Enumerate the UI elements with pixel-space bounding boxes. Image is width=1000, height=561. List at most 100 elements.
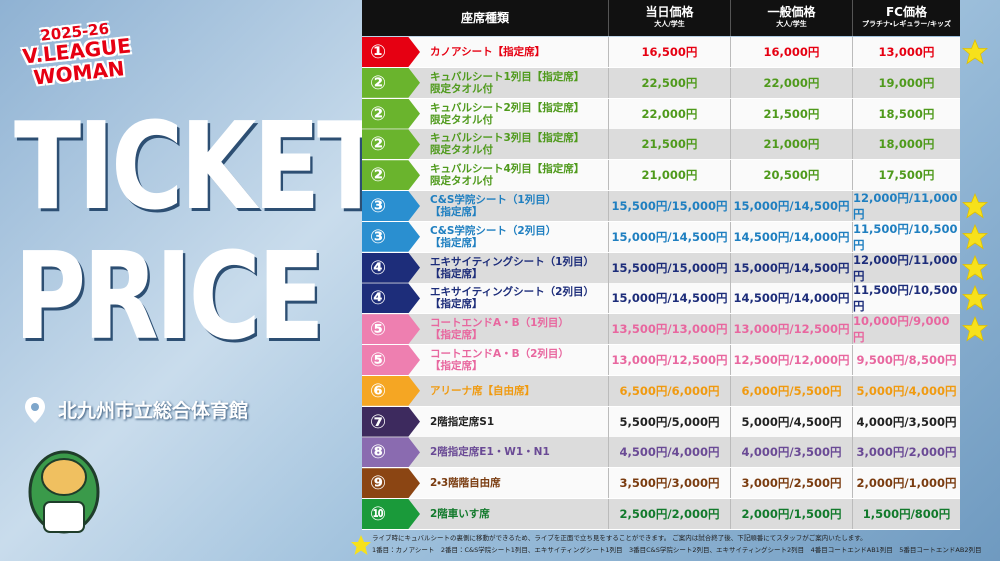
seat-name-line: 【指定席】 <box>430 298 483 311</box>
seat-name: アリーナ席【自由席】 <box>430 376 535 406</box>
seat-name: C&S学院シート（1列目） 【指定席】 <box>430 191 556 221</box>
star <box>962 254 988 281</box>
seat-name: コートエンドA・B（1列目） 【指定席】 <box>430 314 569 344</box>
header-price: FC価格 プラチナ・レギュラー/キッズ <box>852 0 960 36</box>
price: 4,000円/3,500円 <box>730 437 852 468</box>
price: 13,000円/12,500円 <box>608 345 730 375</box>
seat-name: キュバルシート2列目【指定席】 限定タオル付 <box>430 99 584 129</box>
table-row: ④ エキサイティングシート（2列目） 【指定席】 15,000円/14,500円 14,… <box>362 283 960 315</box>
star <box>962 285 988 311</box>
seat-name: 2階車いす席 <box>430 499 490 529</box>
title-line: PRICE <box>14 228 325 367</box>
table-row: ⑤ コートエンドA・B（1列目） 【指定席】 13,500円/13,000円 13,00… <box>362 314 960 346</box>
price: 4,000円/3,500円 <box>852 406 960 437</box>
seat-name-line: 【指定席】 <box>430 267 483 280</box>
price: 13,000円/12,500円 <box>730 314 852 345</box>
price: 13,500円/13,000円 <box>608 314 730 345</box>
note: 1番目：カノアシート 2番目：C&S学院シート1列目、エキサイティングシート1列… <box>372 546 982 554</box>
seat-name-line: 限定タオル付 <box>430 175 493 188</box>
price: 18,500円 <box>852 98 960 129</box>
header-label: 一般価格 <box>767 5 816 19</box>
price: 16,500円 <box>608 37 730 67</box>
seat-name-line: カノアシート【指定席】 <box>430 46 546 58</box>
seat-name-line: キュバルシート4列目【指定席】 <box>430 163 585 176</box>
price: 15,000円/14,500円 <box>730 252 852 283</box>
table-row: ⑦ 2階指定席S1 5,500円/5,000円 5,000円/4,500円 4,000円… <box>362 406 960 438</box>
row-number: ⑤ <box>362 345 420 375</box>
seat-name-line: C&S学院シート（1列目） <box>430 194 557 206</box>
seat-name: 2階指定席E1・W1・N1 <box>430 437 550 467</box>
header-sub: 大人/学生 <box>654 20 685 28</box>
league-badge: 2025-26 V.LEAGUE WOMAN <box>19 18 135 90</box>
seat-name-line: コートエンドA・B（1列目） <box>430 317 569 330</box>
price: 18,000円 <box>852 129 960 160</box>
mascot <box>28 450 100 534</box>
star <box>962 223 988 250</box>
price: 17,500円 <box>852 160 960 191</box>
notes: ライブ時にキュバルシートの裏側に移動ができるため、ライブを正面で立ち見をすること… <box>372 532 997 556</box>
price: 12,500円/12,000円 <box>730 345 852 375</box>
price: 22,500円 <box>608 67 730 98</box>
row-number: ⑥ <box>362 375 420 406</box>
price: 2,000円/1,500円 <box>730 499 852 529</box>
row-number: ⑧ <box>362 437 420 468</box>
header-seat: 座席種類 <box>362 0 608 36</box>
price: 5,000円/4,000円 <box>852 375 960 406</box>
row-number: ⑩ <box>362 499 420 529</box>
seat-name: キュバルシート4列目【指定席】 限定タオル付 <box>430 160 584 190</box>
seat-name-line: キュバルシート3列目【指定席】 <box>430 132 585 145</box>
price: 10,000円/9,000円 <box>852 314 960 345</box>
seat-name-line: C&S学院シート（2列目） <box>430 224 557 237</box>
row-number: ⑤ <box>362 314 420 345</box>
price: 1,500円/800円 <box>852 499 960 529</box>
row-number: ④ <box>362 283 420 314</box>
seat-name-line: 【指定席】 <box>430 360 483 372</box>
row-number: ⑨ <box>362 468 420 499</box>
header-price: 一般価格 大人/学生 <box>730 0 852 36</box>
price: 22,000円 <box>730 67 852 98</box>
table-row: ② キュバルシート3列目【指定席】 限定タオル付 21,500円 21,000円 18,0… <box>362 129 960 161</box>
price: 22,000円 <box>608 98 730 129</box>
table-row: ⑩ 2階車いす席 2,500円/2,000円 2,000円/1,500円 1,500円/… <box>362 499 960 530</box>
price: 5,500円/5,000円 <box>608 406 730 437</box>
price: 13,000円 <box>852 37 960 67</box>
seat-name-line: エキサイティングシート（1列目） <box>430 255 594 268</box>
star <box>962 39 988 65</box>
header-label: 当日価格 <box>645 5 694 19</box>
row-number: ③ <box>362 221 420 252</box>
price: 6,000円/5,500円 <box>730 375 852 406</box>
row-number: ③ <box>362 191 420 221</box>
table-row: ① カノアシート【指定席】 16,500円 16,000円 13,000円 <box>362 37 960 68</box>
seat-name-line: 【指定席】 <box>430 206 483 218</box>
note: ライブ時にキュバルシートの裏側に移動ができるため、ライブを正面で立ち見をすること… <box>372 534 867 542</box>
seat-name-line: 限定タオル付 <box>430 82 493 95</box>
price: 11,500円/10,500円 <box>852 283 960 314</box>
venue: 北九州市立総合体育館 <box>58 400 249 422</box>
seat-name-line: 【指定席】 <box>430 329 483 342</box>
seat-name-line: キュバルシート1列目【指定席】 <box>430 70 585 83</box>
seat-name-line: 2階指定席S1 <box>430 415 495 428</box>
table-row: ③ C&S学院シート（2列目） 【指定席】 15,000円/14,500円 14,500… <box>362 221 960 253</box>
price: 11,500円/10,500円 <box>852 221 960 252</box>
price: 15,000円/14,500円 <box>730 191 852 221</box>
price: 21,000円 <box>730 129 852 160</box>
seat-name-line: 2階指定席E1・W1・N1 <box>430 446 550 459</box>
seat-name-line: 2・3階階自由席 <box>430 477 501 490</box>
price: 14,500円/14,000円 <box>730 283 852 314</box>
star-note <box>351 535 371 555</box>
header-sub: 大人/学生 <box>776 20 807 28</box>
price: 4,500円/4,000円 <box>608 437 730 468</box>
title-line: TICKET <box>14 98 384 237</box>
seat-name: カノアシート【指定席】 <box>430 37 545 67</box>
row-number: ④ <box>362 252 420 283</box>
seat-name-line: 【指定席】 <box>430 236 483 249</box>
row-number: ② <box>362 129 420 160</box>
seat-name-line: アリーナ席【自由席】 <box>430 384 535 397</box>
price: 3,500円/3,000円 <box>608 468 730 499</box>
table-row: ② キュバルシート4列目【指定席】 限定タオル付 21,000円 20,500円 17,5… <box>362 160 960 192</box>
price: 15,000円/14,500円 <box>608 283 730 314</box>
star <box>962 316 988 342</box>
price: 21,000円 <box>608 160 730 191</box>
price: 14,500円/14,000円 <box>730 221 852 252</box>
